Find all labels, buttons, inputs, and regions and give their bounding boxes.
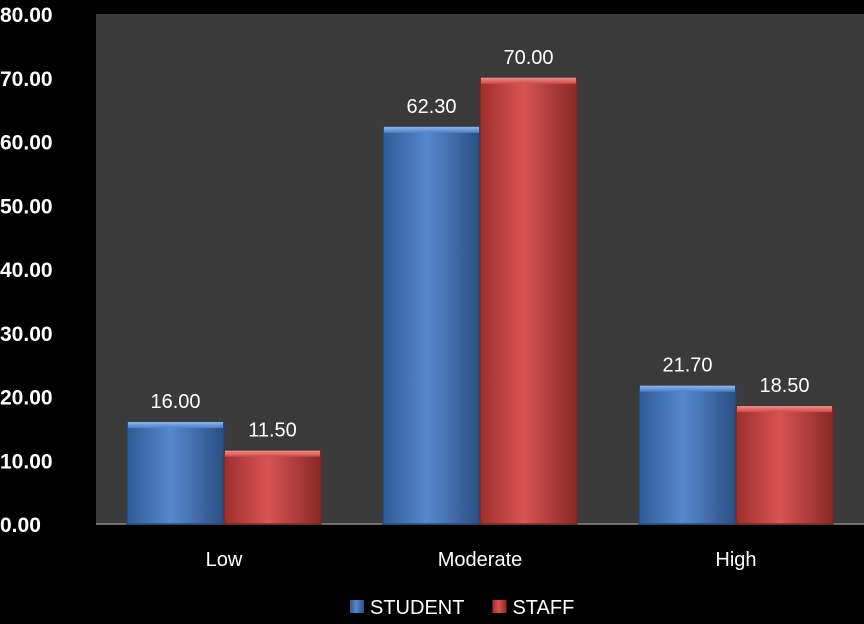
data-label-student-low: 16.00 [150, 391, 200, 413]
bars [126, 77, 834, 525]
bar-highlight [481, 77, 576, 84]
bar-student-low [126, 421, 225, 525]
bar-highlight [128, 422, 223, 428]
data-labels: 16.00 11.50 62.30 70.00 21.70 18.50 [150, 47, 809, 442]
x-axis-tick-labels: Low Moderate High [206, 549, 757, 571]
legend-label-student: STUDENT [370, 597, 464, 619]
data-label-staff-low: 11.50 [248, 420, 297, 442]
data-label-staff-moderate: 70.00 [503, 47, 553, 69]
y-tick-label: 40.00 [0, 259, 53, 282]
data-label-student-high: 21.70 [662, 355, 712, 377]
bar-student-high [638, 385, 737, 525]
legend-label-staff: STAFF [512, 597, 574, 619]
data-label-student-moderate: 62.30 [406, 96, 456, 118]
legend: STUDENT STAFF [350, 597, 574, 619]
x-tick-label: Moderate [438, 549, 523, 571]
bar-highlight [640, 385, 735, 392]
bar-staff-high [735, 405, 834, 525]
bar-staff-moderate [479, 77, 578, 525]
x-tick-label: High [715, 549, 756, 571]
y-tick-label: 60.00 [0, 132, 53, 155]
bar-highlight [384, 126, 479, 133]
y-tick-label: 30.00 [0, 323, 53, 346]
bar-student-moderate [382, 126, 481, 525]
data-label-staff-high: 18.50 [759, 375, 809, 397]
y-tick-label: 10.00 [0, 450, 53, 473]
y-axis-tick-labels: 0.00 10.00 20.00 30.00 40.00 50.00 60.00 70.00 8… [0, 4, 53, 537]
bar-staff-low [223, 450, 322, 525]
y-tick-label: 70.00 [0, 68, 53, 91]
y-tick-label: 80.00 [0, 4, 53, 27]
x-tick-label: Low [206, 549, 243, 571]
bar-highlight [737, 406, 832, 413]
y-tick-label: 50.00 [0, 195, 53, 218]
bar-highlight [225, 450, 320, 457]
y-tick-label: 20.00 [0, 387, 53, 410]
legend-swatch-staff [492, 600, 507, 613]
y-tick-label: 0.00 [0, 514, 41, 537]
legend-swatch-student [350, 600, 364, 613]
